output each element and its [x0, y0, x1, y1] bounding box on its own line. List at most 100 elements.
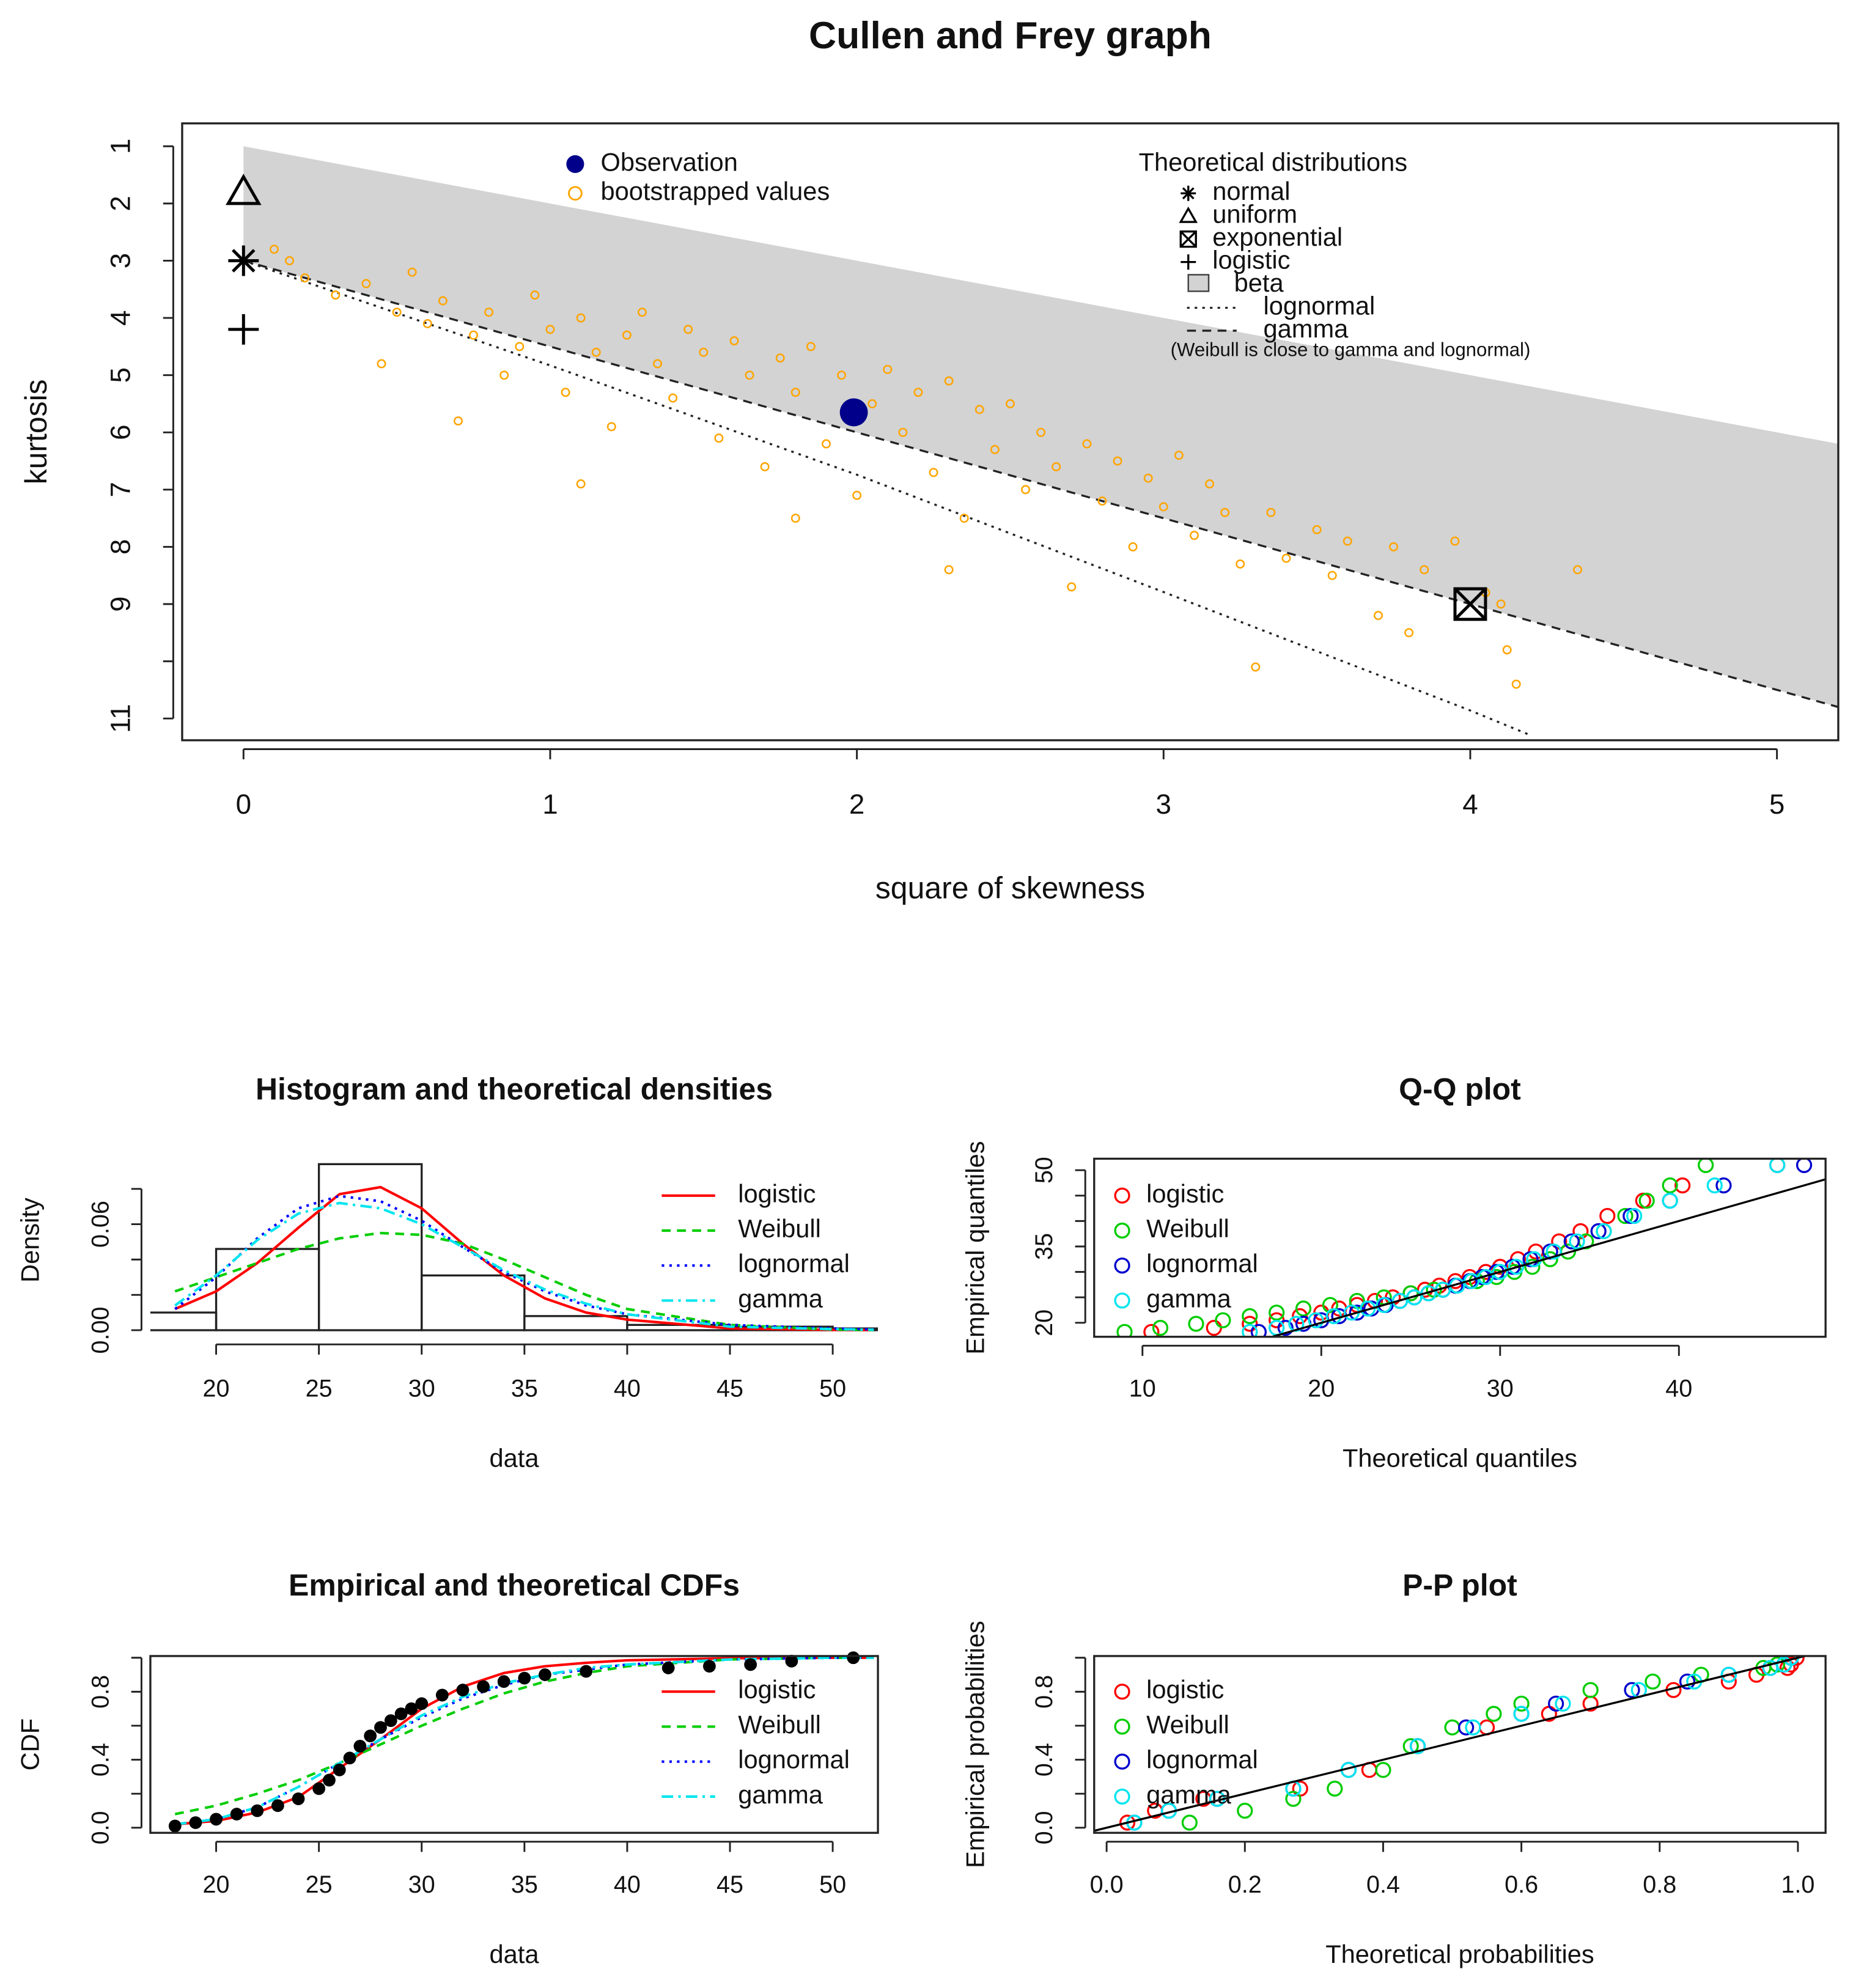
chart-title: Q-Q plot: [1399, 1072, 1521, 1106]
bootstrap-point: [790, 388, 800, 397]
point: [1349, 1305, 1365, 1321]
bootstrap-point: [929, 468, 938, 477]
x-tick-label: 40: [614, 1871, 641, 1898]
bootstrap-point: [745, 370, 754, 380]
bootstrap-point: [545, 325, 555, 334]
legend-marker: [1181, 254, 1196, 270]
point: [1617, 1207, 1634, 1224]
observation-point: [839, 398, 868, 427]
bootstrap-point: [1021, 485, 1031, 495]
x-axis-label: Theoretical probabilities: [1325, 1940, 1594, 1968]
point: [1796, 1158, 1813, 1173]
legend-label: uniform: [1212, 200, 1297, 229]
point: [1555, 1695, 1571, 1712]
x-tick-label: 3: [1156, 789, 1171, 820]
bootstrap-point: [1097, 496, 1107, 506]
legend-label: Weibull: [1146, 1710, 1229, 1739]
point: [1376, 1297, 1392, 1313]
x-tick-label: 25: [306, 1375, 333, 1402]
bootstrap-point: [990, 444, 1000, 454]
bootstrap-point: [576, 479, 586, 489]
x-tick-label: 30: [408, 1375, 435, 1402]
ecdf-point: [271, 1799, 284, 1813]
y-tick-label: 8: [105, 539, 136, 554]
bootstrap-point: [591, 347, 601, 357]
x-tick-label: 0.2: [1228, 1871, 1262, 1898]
y-tick-label: 0.00: [87, 1307, 114, 1354]
point: [1662, 1177, 1678, 1194]
x-tick-label: 50: [819, 1375, 846, 1402]
legend-label: gamma: [738, 1780, 823, 1809]
panel: Histogram and theoretical densities data D…: [15, 1072, 879, 1473]
bootstrap-point: [821, 439, 831, 449]
point: [1715, 1177, 1732, 1194]
point: [1152, 1320, 1169, 1336]
point: [1409, 1738, 1426, 1754]
legend-label: beta: [1234, 268, 1284, 297]
bootstrap-point: [1450, 536, 1460, 546]
point: [1524, 1259, 1541, 1275]
point: [1465, 1719, 1481, 1736]
bootstrap-point: [453, 416, 463, 426]
ecdf-point: [415, 1697, 429, 1710]
y-tick-label: 20: [1031, 1309, 1058, 1336]
reference-line: [1272, 1178, 1826, 1337]
bootstrap-point: [729, 336, 739, 346]
bootstrap-point: [1502, 645, 1512, 655]
bootstrap-point: [898, 427, 908, 437]
ecdf-point: [518, 1671, 531, 1685]
x-tick-label: 45: [716, 1871, 743, 1898]
legend-note: (Weibull is close to gamma and lognormal…: [1171, 339, 1531, 360]
bootstrap-point: [653, 359, 663, 369]
ecdf-point: [744, 1658, 757, 1671]
bootstrap-point: [392, 307, 402, 317]
y-axis-label: Density: [15, 1198, 44, 1283]
y-tick-label: 0.0: [87, 1811, 114, 1844]
point: [1720, 1666, 1737, 1683]
density-curve: [174, 1195, 874, 1331]
plot-frame: [149, 1655, 879, 1834]
density-curve: [174, 1201, 874, 1331]
x-tick-label: 25: [306, 1871, 333, 1898]
x-tick-label: 2: [849, 789, 864, 820]
ecdf-point: [435, 1688, 449, 1702]
point: [1215, 1312, 1231, 1328]
panel: Cullen and Frey graph square of skewness k…: [19, 15, 1840, 905]
panel: Q-Q plot Theoretical quantiles Empirical q…: [960, 1072, 1827, 1473]
chart-title: Histogram and theoretical densities: [256, 1072, 773, 1106]
point: [1674, 1177, 1691, 1194]
bootstrap-point: [1236, 559, 1245, 569]
bootstrap-point: [515, 342, 525, 352]
legend-label: gamma: [738, 1284, 823, 1312]
bootstrap-point: [1005, 399, 1015, 408]
point: [1582, 1682, 1599, 1698]
bootstrap-point: [1128, 542, 1138, 552]
point: [1526, 1251, 1542, 1267]
bootstrap-point: [1067, 582, 1077, 592]
x-tick-label: 0.0: [1090, 1871, 1124, 1898]
y-axis-label: Empirical quantiles: [960, 1141, 989, 1354]
legend-label: logistic: [1212, 246, 1290, 274]
legend-marker: [1179, 230, 1197, 248]
x-tick-label: 5: [1769, 789, 1785, 820]
bootstrap-point: [1404, 628, 1414, 638]
density-curve: [174, 1231, 874, 1331]
x-tick-label: 35: [511, 1375, 538, 1402]
point: [1492, 1264, 1508, 1280]
ecdf-point: [210, 1813, 223, 1826]
bootstrap-point: [714, 433, 724, 443]
point: [1444, 1719, 1461, 1736]
distribution-marker: [1453, 587, 1487, 621]
legend-label: Weibull: [738, 1214, 821, 1243]
point: [1285, 1791, 1302, 1807]
ecdf-point: [785, 1654, 798, 1668]
bootstrap-point: [668, 393, 678, 403]
ecdf-point: [539, 1668, 551, 1681]
point: [1327, 1780, 1343, 1797]
bootstrap-point: [790, 514, 800, 523]
point: [1402, 1285, 1419, 1301]
plot-frame: [1093, 1655, 1827, 1834]
x-axis-label: data: [490, 1940, 540, 1968]
bootstrap-point: [331, 290, 341, 300]
x-tick-label: 10: [1129, 1375, 1156, 1402]
